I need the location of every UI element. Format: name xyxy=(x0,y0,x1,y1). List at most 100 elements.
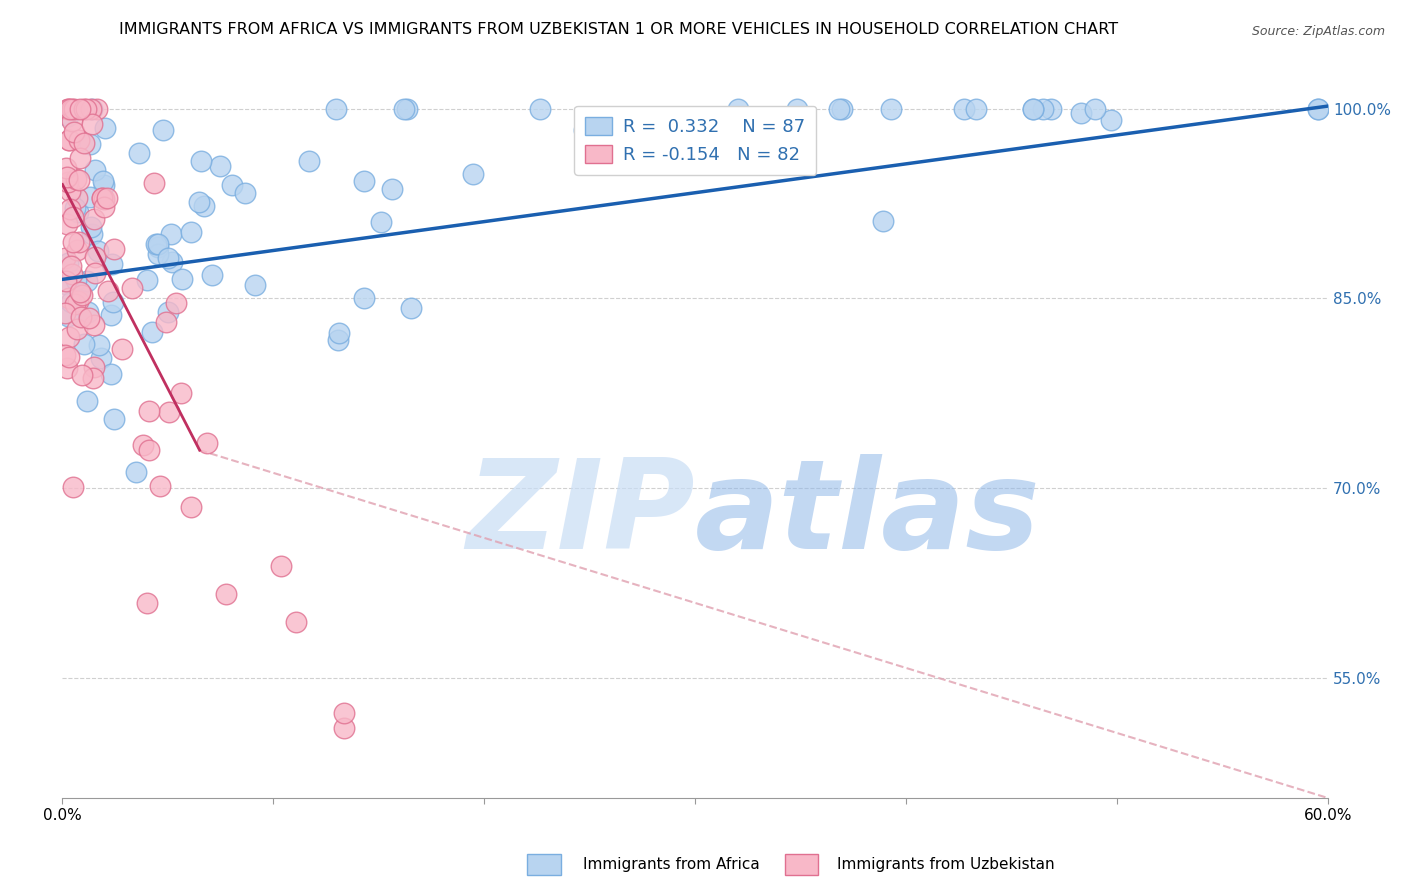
Point xyxy=(80,102,103,116)
Point xyxy=(138,403,160,417)
Point xyxy=(100,257,122,271)
Point xyxy=(148,237,170,252)
Point xyxy=(70,310,93,324)
Point xyxy=(396,103,419,117)
Point xyxy=(56,360,79,375)
Point xyxy=(1084,102,1107,116)
Point xyxy=(84,162,107,177)
Point xyxy=(328,326,350,341)
Point xyxy=(65,272,87,286)
Point xyxy=(195,436,218,450)
Point xyxy=(1022,102,1045,116)
Point xyxy=(101,294,124,309)
Point xyxy=(668,112,690,127)
Point xyxy=(152,123,174,137)
Point xyxy=(91,191,114,205)
Point xyxy=(727,102,749,116)
Point xyxy=(529,102,551,116)
Point xyxy=(56,217,79,231)
Point xyxy=(65,171,87,186)
Point xyxy=(55,274,77,288)
Point xyxy=(97,284,120,298)
Point xyxy=(872,214,894,228)
Point xyxy=(65,244,87,258)
Point xyxy=(56,309,79,323)
Point xyxy=(84,250,107,264)
Point xyxy=(93,178,115,193)
Point xyxy=(136,273,159,287)
Point xyxy=(125,466,148,480)
Point xyxy=(201,268,224,283)
Point xyxy=(80,102,103,116)
Point xyxy=(67,293,90,308)
Point xyxy=(880,102,903,116)
Point xyxy=(328,333,350,347)
Point xyxy=(69,102,91,116)
Point xyxy=(131,438,153,452)
Point xyxy=(72,136,94,150)
Point xyxy=(111,343,134,357)
Point xyxy=(93,192,115,206)
Point xyxy=(392,102,415,116)
Point xyxy=(67,133,90,147)
Point xyxy=(1306,102,1329,116)
Point xyxy=(66,191,89,205)
Point xyxy=(146,247,169,261)
Point xyxy=(160,255,183,269)
Point xyxy=(70,288,93,302)
Point xyxy=(100,308,122,322)
Point xyxy=(1040,102,1063,116)
Point xyxy=(100,368,122,382)
Point xyxy=(138,442,160,457)
Point xyxy=(53,348,76,362)
Point xyxy=(58,292,80,306)
Point xyxy=(1032,102,1054,116)
Point xyxy=(187,195,209,210)
Point xyxy=(55,169,77,184)
Point xyxy=(142,176,165,190)
Point xyxy=(58,133,80,147)
Point xyxy=(79,137,101,152)
Point xyxy=(149,479,172,493)
Point xyxy=(60,259,83,273)
Point xyxy=(73,337,96,351)
Point xyxy=(243,277,266,292)
Point xyxy=(56,102,79,116)
Point xyxy=(209,159,232,173)
Point xyxy=(70,368,93,382)
Point xyxy=(1099,113,1122,128)
Point xyxy=(325,102,347,116)
Point xyxy=(333,721,356,735)
Point xyxy=(69,151,91,165)
Point xyxy=(73,102,96,116)
Point xyxy=(233,186,256,201)
Point xyxy=(80,219,103,234)
Point xyxy=(91,173,114,187)
Point xyxy=(170,272,193,286)
Point xyxy=(370,215,392,229)
Point xyxy=(59,184,82,198)
Point xyxy=(381,182,404,196)
Point xyxy=(63,297,86,311)
Point xyxy=(91,191,114,205)
Point xyxy=(180,500,202,515)
Point xyxy=(82,227,104,242)
Point xyxy=(67,172,90,186)
Point xyxy=(60,295,83,310)
Point xyxy=(157,251,180,265)
Point xyxy=(572,122,595,136)
Point xyxy=(270,558,292,573)
Point xyxy=(461,167,484,181)
Point xyxy=(1306,102,1329,116)
Point xyxy=(135,596,157,610)
Point xyxy=(170,385,193,400)
Point xyxy=(193,199,215,213)
Text: Source: ZipAtlas.com: Source: ZipAtlas.com xyxy=(1251,25,1385,38)
Point xyxy=(221,178,243,192)
Point xyxy=(67,286,90,301)
Point xyxy=(965,102,987,116)
Point xyxy=(90,351,112,366)
Point xyxy=(60,102,83,116)
Point xyxy=(103,242,125,256)
Point xyxy=(69,285,91,299)
